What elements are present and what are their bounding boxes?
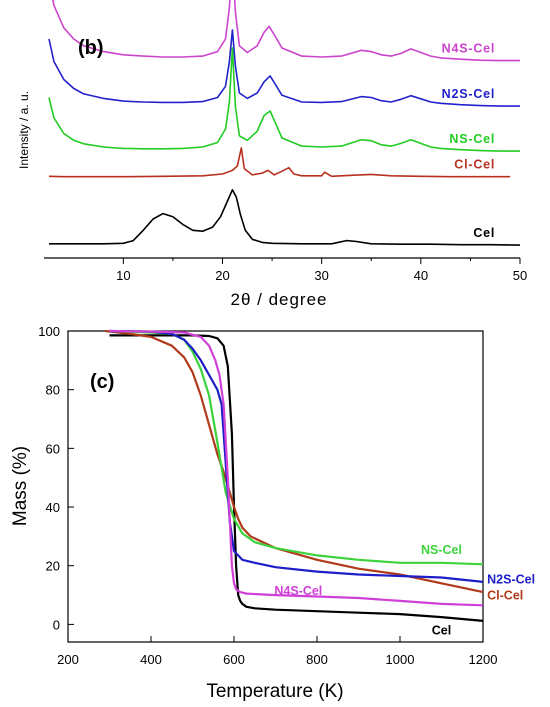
panel-c-y-tick-label: 80 [46,383,60,398]
series-line-ns-cel [110,331,484,564]
panel-b-x-tick-label: 10 [116,268,130,283]
tga-label-cel: Cel [432,624,451,638]
panel-b-x-tick-label: 40 [414,268,428,283]
series-label-cel: Cel [473,226,495,240]
series-line-cl-cel [49,148,510,177]
panel-b-y-axis-title: Intensity / a. u. [17,91,31,169]
panel-b-xrd: 10 20 30 40 50 N4S-Cel N2S-Cel NS-Cel Cl-Cel Cel… [17,0,527,309]
panel-c-y-tick-label: 0 [53,617,60,632]
panel-c-y-axis-title: Mass (%) [10,446,31,526]
series-label-ns-cel: NS-Cel [449,132,495,146]
panel-c-y-tick-label: 100 [38,324,60,339]
panel-b-series-labels: N4S-Cel N2S-Cel NS-Cel Cl-Cel Cel [442,42,496,241]
series-line-cel [49,190,520,245]
panel-c-x-tick-label: 1000 [386,652,415,667]
panel-b-x-ticks: 10 20 30 40 50 [116,258,527,283]
panel-b-label: (b) [78,37,104,59]
panel-c-series-labels: Cel Cl-Cel NS-Cel N2S-Cel N4S-Cel [274,543,535,638]
panel-c-x-tick-label: 1200 [469,652,498,667]
panel-c-x-tick-label: 200 [57,652,79,667]
panel-c-x-tick-label: 600 [223,652,245,667]
tga-label-n2s-cel: N2S-Cel [487,572,535,586]
panel-c-x-tick-label: 800 [306,652,328,667]
panel-c-y-tick-label: 60 [46,441,60,456]
panel-b-x-tick-label: 20 [215,268,229,283]
panel-c-x-tick-label: 400 [140,652,162,667]
tga-label-cl-cel: Cl-Cel [487,588,523,602]
panel-c-y-tick-label: 40 [46,500,60,515]
panel-c-tga: 200 400 600 800 1000 1200 0 20 40 60 80 100 Cel Cl-C… [10,324,535,702]
panel-c-y-tick-label: 20 [46,559,60,574]
series-label-cl-cel: Cl-Cel [454,158,495,172]
panel-c-x-axis-title: Temperature (K) [206,681,343,702]
tga-label-ns-cel: NS-Cel [421,543,462,557]
panel-c-label: (c) [90,371,114,393]
series-label-n2s-cel: N2S-Cel [442,87,496,101]
tga-label-n4s-cel: N4S-Cel [274,584,322,598]
panel-b-x-tick-label: 50 [513,268,527,283]
series-line-n4s-cel [110,331,484,605]
panel-b-x-tick-label: 30 [314,268,328,283]
panel-c-series [105,331,483,621]
panel-b-x-axis-title: 2θ / degree [230,290,327,309]
series-label-n4s-cel: N4S-Cel [442,42,496,56]
panel-b-series [49,0,520,245]
